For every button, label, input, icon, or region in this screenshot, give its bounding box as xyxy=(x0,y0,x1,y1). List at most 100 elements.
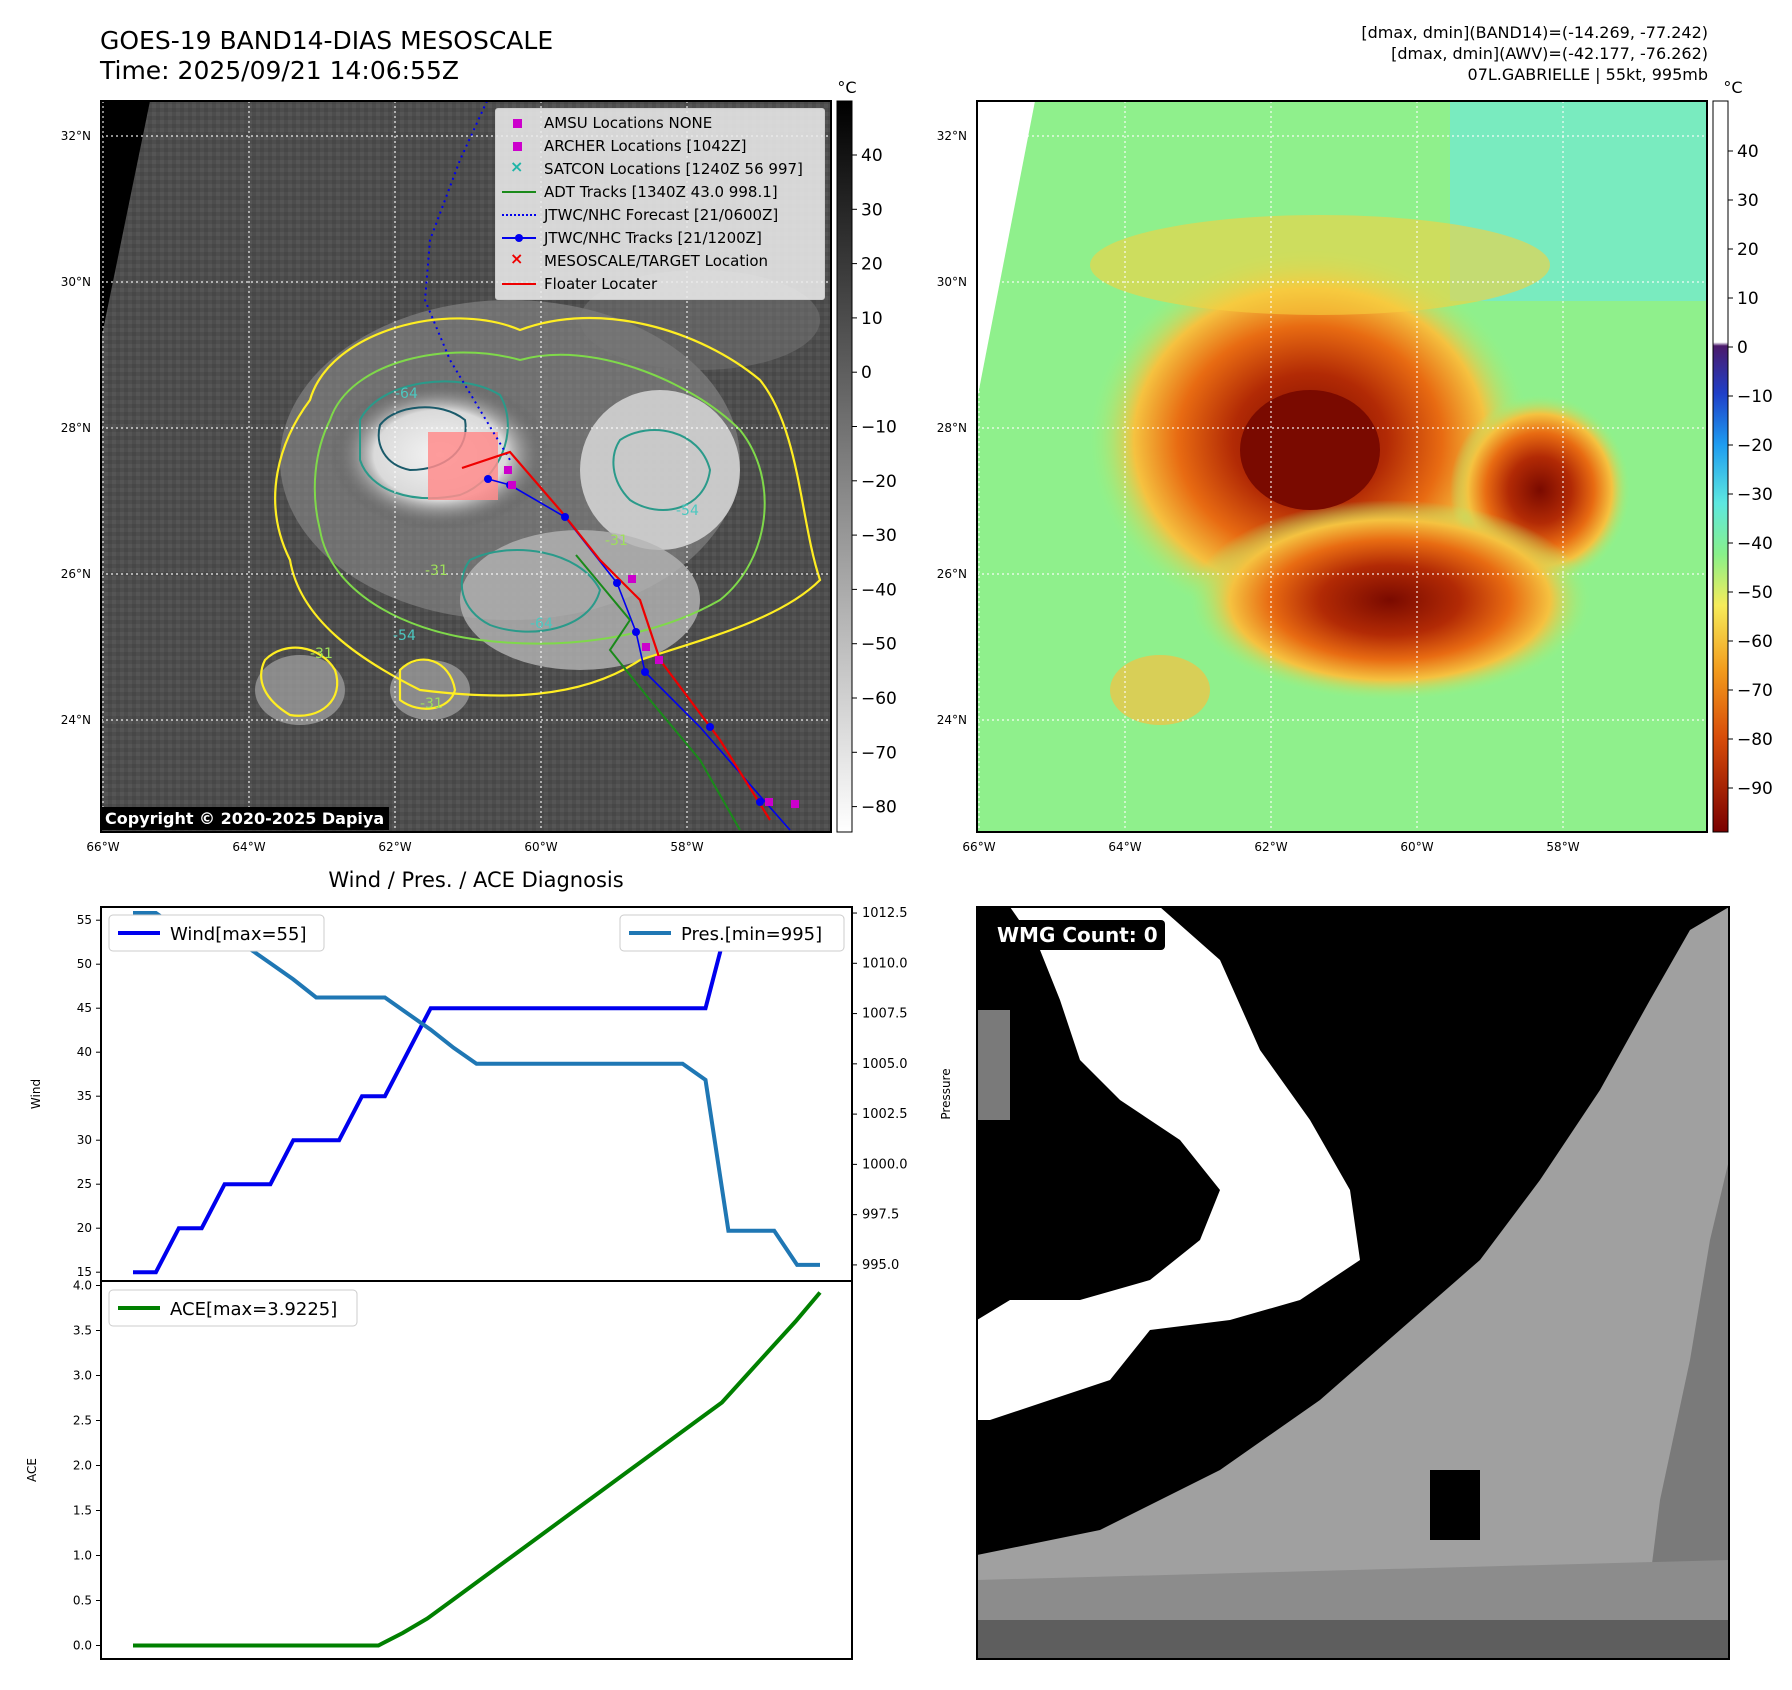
colorbar-tick-label: −50 xyxy=(1737,583,1773,603)
floater-box xyxy=(428,432,498,500)
colorbar-tick-label: −80 xyxy=(1737,730,1773,750)
lon-label: 58°W xyxy=(670,840,703,854)
colorbar-tick-label: −30 xyxy=(861,526,897,546)
colorbar-tick-label: −70 xyxy=(861,743,897,763)
map-legend: AMSU Locations NONE ARCHER Locations [10… xyxy=(495,108,825,300)
line-icon xyxy=(496,274,544,294)
legend-label: Floater Locater xyxy=(544,274,658,293)
y-tick-label: 35 xyxy=(77,1089,92,1103)
lon-label: 60°W xyxy=(524,840,557,854)
colorbar-tick-label: 40 xyxy=(861,146,883,166)
colorbar-tick-label: −40 xyxy=(1737,534,1773,554)
y2-tick-label: 1005.0 xyxy=(862,1057,908,1072)
lon-label: 62°W xyxy=(378,840,411,854)
ir-color-map xyxy=(977,101,1707,832)
colorbar-tick-label: 10 xyxy=(1737,289,1759,309)
y-tick-label: 4.0 xyxy=(73,1279,92,1293)
series-line xyxy=(133,918,820,1275)
ace-legend: ACE[max=3.9225] xyxy=(108,1289,358,1327)
colorbar-tick-label: −10 xyxy=(1737,387,1773,407)
storm-info: [dmax, dmin](BAND14)=(-14.269, -77.242) … xyxy=(1361,22,1708,85)
lat-label: 32°N xyxy=(61,129,91,143)
y-tick-label: 0.5 xyxy=(73,1594,92,1608)
contour-label: -64 xyxy=(395,386,418,402)
colorbar-tick-label: −50 xyxy=(861,635,897,655)
color-colorbar xyxy=(1712,100,1729,833)
lat-label: 32°N xyxy=(937,129,967,143)
wind-pressure-chart: 15 20 25 30 35 40 45 50 55 995.0 997.5 1000.0 1002.… xyxy=(77,906,908,1282)
contour-label: -54 xyxy=(676,503,699,519)
lat-label: 26°N xyxy=(937,567,967,581)
colorbar-tick-label: 0 xyxy=(861,363,872,383)
y-tick-label: 15 xyxy=(77,1265,92,1279)
legend-label: ARCHER Locations [1042Z] xyxy=(544,136,747,155)
colorbar-tick-label: −40 xyxy=(861,580,897,600)
y-tick-label: 0.0 xyxy=(73,1639,92,1653)
y-tick-label: 3.5 xyxy=(73,1324,92,1338)
lon-label: 64°W xyxy=(1108,840,1141,854)
lat-label: 26°N xyxy=(61,567,91,581)
wmg-count-badge: WMG Count: 0 xyxy=(990,920,1165,950)
y-tick-label: 50 xyxy=(77,957,92,971)
legend-label: JTWC/NHC Tracks [21/1200Z] xyxy=(544,228,762,247)
contour-label: -31 xyxy=(605,533,628,549)
colorbar-tick-label: −30 xyxy=(1737,485,1773,505)
ace-axis-label: ACE xyxy=(25,1458,39,1482)
colorbar-tick-label: 30 xyxy=(861,200,883,220)
contour-label: -54 xyxy=(393,628,416,644)
y-tick-label: 2.5 xyxy=(73,1414,92,1428)
colorbar-tick-label: 40 xyxy=(1737,142,1759,162)
legend-entry: Floater Locater xyxy=(496,272,657,295)
lon-label: 60°W xyxy=(1400,840,1433,854)
y-tick-label: 45 xyxy=(77,1001,92,1015)
legend-entry: JTWC/NHC Forecast [21/0600Z] xyxy=(496,203,778,226)
info-line-3: 07L.GABRIELLE | 55kt, 995mb xyxy=(1467,65,1708,84)
legend-entry: × MESOSCALE/TARGET Location xyxy=(496,249,768,272)
legend-entry: × SATCON Locations [1240Z 56 997] xyxy=(496,157,803,180)
legend-entry: JTWC/NHC Tracks [21/1200Z] xyxy=(496,226,762,249)
pressure-legend-label: Pres.[min=995] xyxy=(681,924,822,945)
diagnosis-title: Wind / Pres. / ACE Diagnosis xyxy=(328,868,623,892)
title-line-2: Time: 2025/09/21 14:06:55Z xyxy=(100,56,459,85)
colorbar-tick-label: −70 xyxy=(1737,681,1773,701)
info-line-2: [dmax, dmin](AWV)=(-42.177, -76.262) xyxy=(1391,44,1708,63)
y-tick-label: 2.0 xyxy=(73,1459,92,1473)
title-line-1: GOES-19 BAND14-DIAS MESOSCALE xyxy=(100,26,554,55)
colorbar-tick-label: 10 xyxy=(861,309,883,329)
lon-label: 64°W xyxy=(232,840,265,854)
x-marker-icon: × xyxy=(510,248,524,268)
x-marker-icon: × xyxy=(510,156,524,176)
y-tick-label: 25 xyxy=(77,1177,92,1191)
wind-legend-label: Wind[max=55] xyxy=(170,924,307,945)
legend-entry: ARCHER Locations [1042Z] xyxy=(496,134,747,157)
contour-label: -64 xyxy=(530,616,553,632)
colorbar-tick-label: 20 xyxy=(1737,240,1759,260)
y2-tick-label: 997.5 xyxy=(862,1208,899,1223)
colorbar-tick-label: −60 xyxy=(861,689,897,709)
square-icon xyxy=(496,113,544,133)
colorbar-tick-label: 30 xyxy=(1737,191,1759,211)
dotted-line-icon xyxy=(496,205,544,225)
legend-entry: AMSU Locations NONE xyxy=(496,111,712,134)
lat-label: 28°N xyxy=(61,421,91,435)
y2-tick-label: 1002.5 xyxy=(862,1107,908,1122)
copyright-badge: Copyright © 2020-2025 Dapiya xyxy=(100,807,390,830)
lat-label: 24°N xyxy=(937,713,967,727)
legend-label: JTWC/NHC Forecast [21/0600Z] xyxy=(544,205,779,224)
colorbar-tick-label: −90 xyxy=(1737,779,1773,799)
colorbar-tick-label: 0 xyxy=(1737,338,1748,358)
colorbar-tick-label: −10 xyxy=(861,418,897,438)
colorbar-tick-label: 20 xyxy=(861,255,883,275)
legend-label: AMSU Locations NONE xyxy=(544,113,713,132)
legend-label: SATCON Locations [1240Z 56 997] xyxy=(544,159,803,178)
legend-entry: ADT Tracks [1340Z 43.0 998.1] xyxy=(496,180,778,203)
lat-label: 30°N xyxy=(937,275,967,289)
lon-label: 58°W xyxy=(1546,840,1579,854)
info-line-1: [dmax, dmin](BAND14)=(-14.269, -77.242) xyxy=(1361,23,1708,42)
y-tick-label: 1.5 xyxy=(73,1504,92,1518)
contour-label: -31 xyxy=(310,646,333,662)
colorbar-tick-label: −60 xyxy=(1737,632,1773,652)
y2-tick-label: 1007.5 xyxy=(862,1007,908,1022)
gray-colorbar-unit: °C xyxy=(837,78,856,97)
color-colorbar-unit: °C xyxy=(1723,78,1742,97)
